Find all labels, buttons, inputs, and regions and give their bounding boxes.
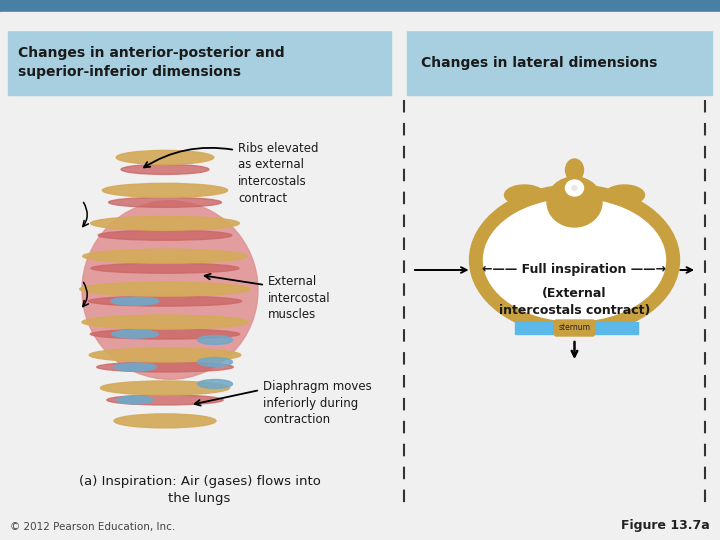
- Ellipse shape: [565, 159, 583, 181]
- Ellipse shape: [82, 201, 258, 379]
- Ellipse shape: [605, 185, 644, 205]
- Ellipse shape: [469, 185, 680, 335]
- Ellipse shape: [112, 330, 158, 338]
- Text: ←—— Full inspiration ——→: ←—— Full inspiration ——→: [482, 264, 667, 276]
- Ellipse shape: [89, 296, 242, 306]
- Text: sternum: sternum: [559, 323, 590, 333]
- Ellipse shape: [107, 395, 223, 405]
- Bar: [407, 30, 712, 95]
- Ellipse shape: [197, 335, 233, 345]
- Ellipse shape: [565, 180, 583, 196]
- Ellipse shape: [572, 186, 577, 191]
- Text: Diaphragm moves
inferiorly during
contraction: Diaphragm moves inferiorly during contra…: [263, 380, 372, 426]
- Ellipse shape: [98, 230, 232, 240]
- Ellipse shape: [90, 329, 240, 339]
- FancyBboxPatch shape: [554, 320, 595, 336]
- Ellipse shape: [91, 263, 239, 273]
- Ellipse shape: [91, 217, 239, 230]
- Text: © 2012 Pearson Education, Inc.: © 2012 Pearson Education, Inc.: [10, 522, 175, 532]
- Ellipse shape: [100, 381, 230, 395]
- Text: External
intercostal
muscles: External intercostal muscles: [268, 275, 330, 321]
- Ellipse shape: [114, 363, 156, 371]
- Ellipse shape: [197, 380, 233, 388]
- Text: (External
intercostals contract): (External intercostals contract): [499, 287, 650, 317]
- Ellipse shape: [505, 185, 544, 205]
- Ellipse shape: [111, 297, 159, 305]
- Ellipse shape: [109, 197, 221, 207]
- Ellipse shape: [82, 315, 248, 329]
- Ellipse shape: [547, 177, 602, 227]
- Ellipse shape: [80, 282, 251, 296]
- Ellipse shape: [197, 357, 233, 367]
- Ellipse shape: [121, 164, 209, 174]
- Ellipse shape: [117, 396, 153, 404]
- Ellipse shape: [114, 414, 216, 428]
- Text: Changes in lateral dimensions: Changes in lateral dimensions: [421, 56, 657, 70]
- Ellipse shape: [89, 348, 240, 362]
- Bar: [593, 322, 637, 334]
- Text: Ribs elevated
as external
intercostals
contract: Ribs elevated as external intercostals c…: [238, 142, 318, 205]
- Bar: [0, 0, 720, 12]
- Ellipse shape: [484, 199, 665, 321]
- Bar: [8, 30, 391, 95]
- Bar: [0, 12, 720, 30]
- Text: Figure 13.7a: Figure 13.7a: [621, 519, 710, 532]
- Ellipse shape: [102, 184, 228, 197]
- Ellipse shape: [96, 362, 233, 372]
- Ellipse shape: [83, 249, 247, 263]
- Text: Changes in anterior-posterior and
superior-inferior dimensions: Changes in anterior-posterior and superi…: [18, 46, 284, 79]
- Text: (a) Inspiration: Air (gases) flows into
the lungs: (a) Inspiration: Air (gases) flows into …: [78, 475, 320, 505]
- Bar: [515, 322, 559, 334]
- Ellipse shape: [116, 151, 214, 164]
